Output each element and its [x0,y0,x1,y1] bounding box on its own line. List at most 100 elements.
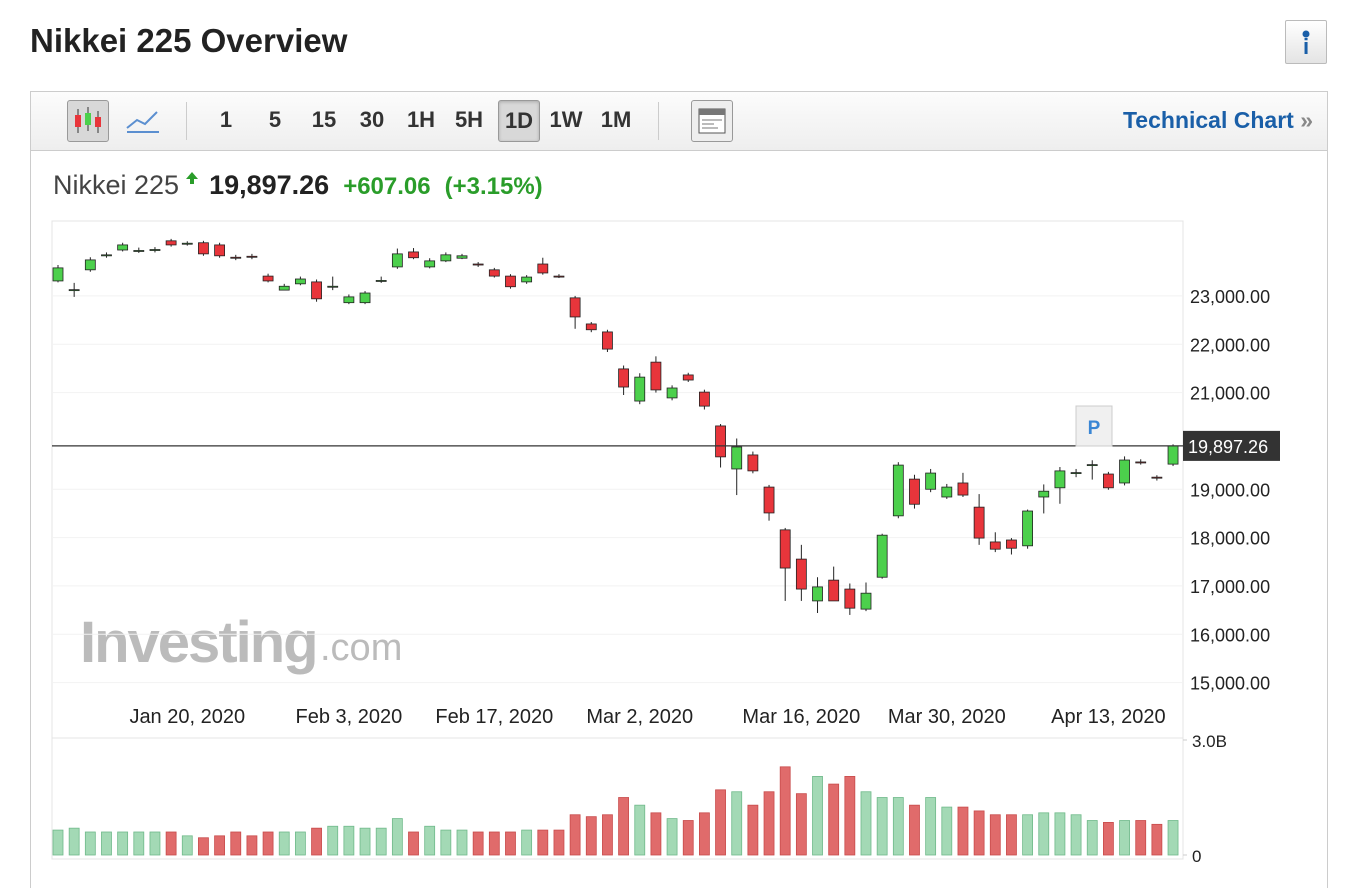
x-tick-label: Mar 16, 2020 [742,706,860,728]
quote-change: +607.06 [343,173,431,200]
technical-chart-link[interactable]: Technical Chart » [1123,107,1313,134]
candle-body [618,368,629,388]
volume-bar [149,831,161,856]
interval-button[interactable]: 1M [600,107,632,132]
candle-body [440,254,452,262]
candle-body [1006,539,1017,549]
volume-bar [828,783,840,856]
volume-bar [214,835,226,856]
volume-bar [876,797,888,856]
volume-bar [424,825,436,856]
volume-bar [1038,812,1050,856]
candle-body [68,289,80,292]
volume-bar [521,829,533,856]
volume-bar [715,789,726,856]
quote-last: 19,897.26 [209,170,330,200]
interval-button[interactable]: 5H [454,107,484,132]
volume-bar [262,831,274,856]
interval-button[interactable]: 5 [268,107,282,132]
candle-body [133,250,145,252]
candle-body [246,255,258,258]
candle-body [262,275,274,282]
volume-bar [973,810,985,856]
volume-bar [925,797,937,856]
link-text: Technical Chart [1122,107,1294,133]
candle-body [1135,461,1147,464]
candle-body [375,280,387,282]
volume-bar [359,827,371,856]
link-arrow: » [1300,107,1313,133]
volume-bar [731,791,743,856]
candle-body [230,256,242,259]
candle-body [1038,490,1050,498]
candle-body [812,586,823,602]
volume-bar [375,827,387,856]
candle-body [181,242,193,245]
volume-bar [585,816,597,856]
candle-body [456,255,468,259]
volume-tick-label: 3.0B [1192,732,1227,751]
volume-bar [1006,814,1017,856]
candle-body [553,275,565,278]
line-button[interactable] [123,100,163,140]
interval-button[interactable]: 1H [406,107,436,132]
volume-bar [1135,820,1147,856]
candle-body [909,478,920,505]
candle-body [1054,470,1066,489]
x-tick-label: Apr 13, 2020 [1051,706,1166,728]
y-tick-label: 19,000.00 [1190,480,1270,500]
volume-bar [294,831,306,856]
volume-bar [52,829,64,856]
chart-box: 1 5 15 30 1H 5H 1D 1W 1M Technical Chart… [30,91,1328,888]
candle-body [84,259,96,271]
volume-bar [505,831,516,856]
candle-body [925,472,937,490]
annotation-box [1075,405,1113,447]
interval-button[interactable]: 15 [311,107,337,132]
candle-body [844,588,856,609]
candle-body [311,281,322,300]
interval-button[interactable]: 1W [549,107,583,132]
volume-tick-label: 0 [1192,847,1201,866]
info-button[interactable]: i [1285,20,1327,64]
volume-bar [246,835,258,856]
volume-bar [989,814,1001,856]
candle-body [1103,473,1114,489]
volume-bar [634,804,646,856]
y-tick-label: 15,000.00 [1190,674,1270,694]
volume-bar [957,806,969,856]
volume-bar [844,776,856,856]
candle-body [505,275,516,288]
layout-button[interactable] [691,100,733,142]
interval-button[interactable]: 30 [359,107,385,132]
candle-body [699,391,710,407]
volume-bar [278,831,290,856]
volume-bar [472,831,484,856]
x-tick-label: Mar 30, 2020 [888,706,1006,728]
candle-body [537,263,549,274]
candle-body [278,285,290,291]
volume-bar [747,804,759,856]
volume-bar [1119,820,1130,856]
volume-bar [391,818,403,856]
volume-bar [909,804,920,856]
interval-button[interactable]: 1 [219,107,233,132]
volume-bar [666,818,678,856]
candle-body [214,244,226,257]
last-price-label: 19,897.26 [1188,437,1268,457]
volume-bar [117,831,129,856]
candle-body [472,263,484,266]
candle-body [149,249,161,251]
volume-bar [230,831,242,856]
interval-button[interactable]: 1D [498,100,540,142]
volume-bar [440,829,452,856]
candle-button[interactable] [67,100,109,142]
y-tick-label: 17,000.00 [1190,577,1270,597]
candle-body [327,285,339,288]
candle-body [101,254,112,257]
x-tick-label: Feb 3, 2020 [296,706,403,728]
volume-bar [618,797,629,856]
volume-bar [1086,820,1098,856]
volume-bar [165,831,177,856]
